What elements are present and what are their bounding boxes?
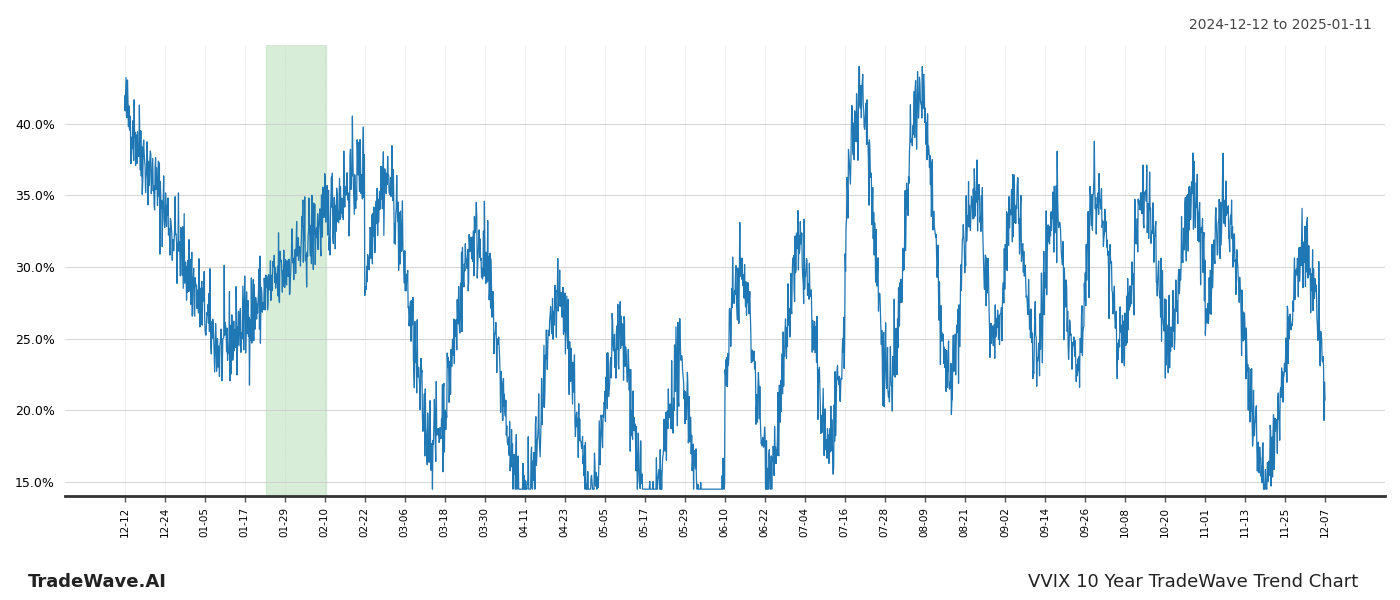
Text: 2024-12-12 to 2025-01-11: 2024-12-12 to 2025-01-11 bbox=[1189, 18, 1372, 32]
Bar bbox=[266, 45, 326, 496]
Text: TradeWave.AI: TradeWave.AI bbox=[28, 573, 167, 591]
Text: VVIX 10 Year TradeWave Trend Chart: VVIX 10 Year TradeWave Trend Chart bbox=[1028, 573, 1358, 591]
